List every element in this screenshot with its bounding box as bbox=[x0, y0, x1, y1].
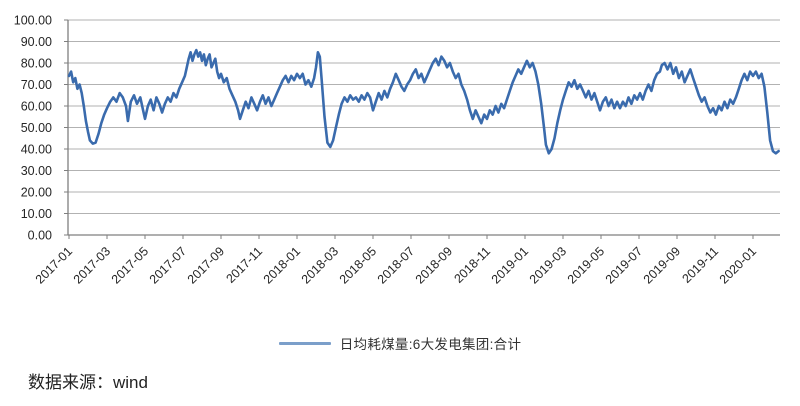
y-axis-label: 10.00 bbox=[21, 207, 52, 221]
x-axis-label: 2020-01 bbox=[717, 244, 759, 286]
y-axis-label: 0.00 bbox=[28, 229, 52, 243]
y-axis-label: 90.00 bbox=[21, 35, 52, 49]
y-axis-label: 80.00 bbox=[21, 57, 52, 71]
y-axis-label: 40.00 bbox=[21, 143, 52, 157]
x-axis-label: 2019-09 bbox=[641, 244, 683, 286]
y-axis-label: 30.00 bbox=[21, 164, 52, 178]
x-axis-label: 2018-03 bbox=[299, 244, 341, 286]
legend-line-swatch bbox=[278, 341, 331, 345]
y-axis-label: 100.00 bbox=[14, 14, 52, 28]
x-axis-label: 2018-07 bbox=[375, 244, 417, 286]
x-axis-label: 2017-09 bbox=[185, 244, 227, 286]
x-axis-label: 2018-11 bbox=[451, 244, 493, 286]
data-source-note: 数据来源：wind bbox=[28, 373, 148, 392]
x-axis-label: 2017-11 bbox=[223, 244, 265, 286]
x-axis-label: 2018-09 bbox=[413, 244, 455, 286]
line-chart-plot: 0.00 10.00 20.00 30.00 40.00 50.00 60.00 70.00 8… bbox=[14, 14, 780, 287]
x-axis-label: 2019-07 bbox=[603, 244, 645, 286]
y-axis-label: 60.00 bbox=[21, 100, 52, 114]
x-axis-label: 2018-01 bbox=[261, 244, 303, 286]
x-axis-label: 2017-07 bbox=[147, 244, 189, 286]
x-axis-label: 2019-03 bbox=[527, 244, 569, 286]
legend: 日均耗煤量:6大发电集团:合计 bbox=[0, 333, 800, 353]
x-axis-label: 2018-05 bbox=[337, 244, 379, 286]
x-axis-label: 2017-03 bbox=[71, 244, 113, 286]
y-axis-label: 20.00 bbox=[21, 186, 52, 200]
x-axis-label: 2019-05 bbox=[565, 244, 607, 286]
series-line bbox=[67, 48, 780, 155]
y-axis-label: 50.00 bbox=[21, 121, 52, 135]
x-axis-label: 2019-11 bbox=[679, 244, 721, 286]
x-axis-label: 2019-01 bbox=[489, 244, 531, 286]
y-axis-label: 70.00 bbox=[21, 78, 52, 92]
x-axis-label: 2017-01 bbox=[33, 244, 75, 286]
legend-label: 日均耗煤量:6大发电集团:合计 bbox=[339, 337, 522, 352]
x-axis-label: 2017-05 bbox=[109, 244, 151, 286]
